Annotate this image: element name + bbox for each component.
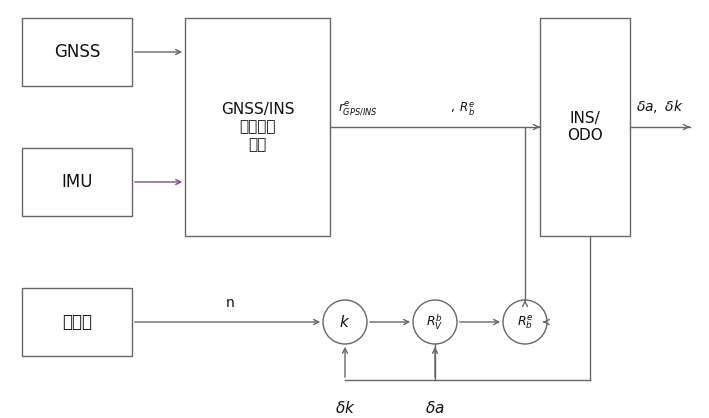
Bar	[540, 18, 630, 236]
Ellipse shape	[413, 300, 457, 344]
Text: $\delta k$: $\delta k$	[335, 400, 355, 416]
Ellipse shape	[323, 300, 367, 344]
Text: IMU: IMU	[61, 173, 93, 191]
Text: 里程计: 里程计	[62, 313, 92, 331]
Text: n: n	[225, 296, 235, 310]
Ellipse shape	[503, 300, 547, 344]
Text: GNSS: GNSS	[54, 43, 100, 61]
Text: $r^{e}_{GPS/INS}$: $r^{e}_{GPS/INS}$	[338, 101, 378, 118]
Text: INS/
ODO: INS/ ODO	[567, 111, 603, 143]
Bar	[22, 18, 132, 86]
Text: $\delta a$: $\delta a$	[425, 400, 445, 416]
Bar	[185, 18, 330, 236]
Text: $R_V^b$: $R_V^b$	[426, 312, 444, 332]
Text: $,\ R^{e}_{b}$: $,\ R^{e}_{b}$	[450, 100, 476, 118]
Text: $\delta a,\ \delta k$: $\delta a,\ \delta k$	[636, 98, 683, 115]
Text: $R_b^e$: $R_b^e$	[517, 313, 533, 331]
Bar	[22, 148, 132, 216]
Text: $k$: $k$	[340, 314, 351, 330]
Text: GNSS/INS
卡尔曼滤
波器: GNSS/INS 卡尔曼滤 波器	[220, 102, 294, 152]
Bar	[22, 288, 132, 356]
